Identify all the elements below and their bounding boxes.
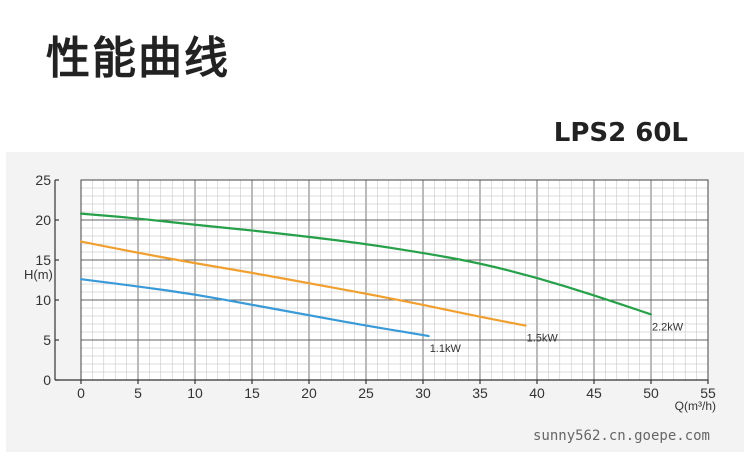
y-tick-label: 0 [43, 372, 51, 388]
x-tick-label: 15 [244, 385, 260, 401]
chart-series [79, 212, 653, 338]
series-label-2-2kW: 2.2kW [652, 321, 684, 333]
y-tick-label: 20 [35, 212, 51, 228]
y-tick-label: 25 [35, 172, 51, 188]
plot-background [81, 180, 708, 380]
x-tick-label: 10 [187, 385, 203, 401]
page-title: 性能曲线 [46, 33, 230, 84]
x-tick-label: 35 [472, 385, 488, 401]
x-tick-label: 55 [700, 385, 716, 401]
x-tick-label: 30 [415, 385, 431, 401]
x-tick-label: 40 [529, 385, 545, 401]
y-axis-label: H(m) [24, 267, 53, 282]
series-label-1-5kW: 1.5kW [527, 333, 559, 345]
y-tick-label: 5 [43, 332, 51, 348]
watermark: sunny562.cn.goepe.com [532, 428, 710, 444]
y-tick-label: 15 [35, 252, 51, 268]
series-label-1-1kW: 1.1kW [430, 343, 462, 355]
x-tick-label: 20 [301, 385, 317, 401]
series-line-1-5kW [79, 240, 527, 327]
x-tick-label: 50 [643, 385, 659, 401]
chart-grid [80, 179, 709, 381]
series-line-1-1kW [79, 278, 430, 338]
x-tick-label: 45 [586, 385, 602, 401]
series-line-2-2kW [79, 212, 653, 316]
model-label: LPS2 60L [553, 118, 688, 148]
x-tick-label: 25 [358, 385, 374, 401]
x-axis-label: Q(m³/h) [675, 399, 716, 413]
x-tick-label: 5 [134, 385, 142, 401]
chart-labels: 0 5 10 15 20 25 0 5 10 15 20 25 30 35 40 45 50 55 H(m) Q(m³… [24, 172, 716, 413]
x-tick-label: 0 [77, 385, 85, 401]
y-tick-label: 10 [35, 292, 51, 308]
